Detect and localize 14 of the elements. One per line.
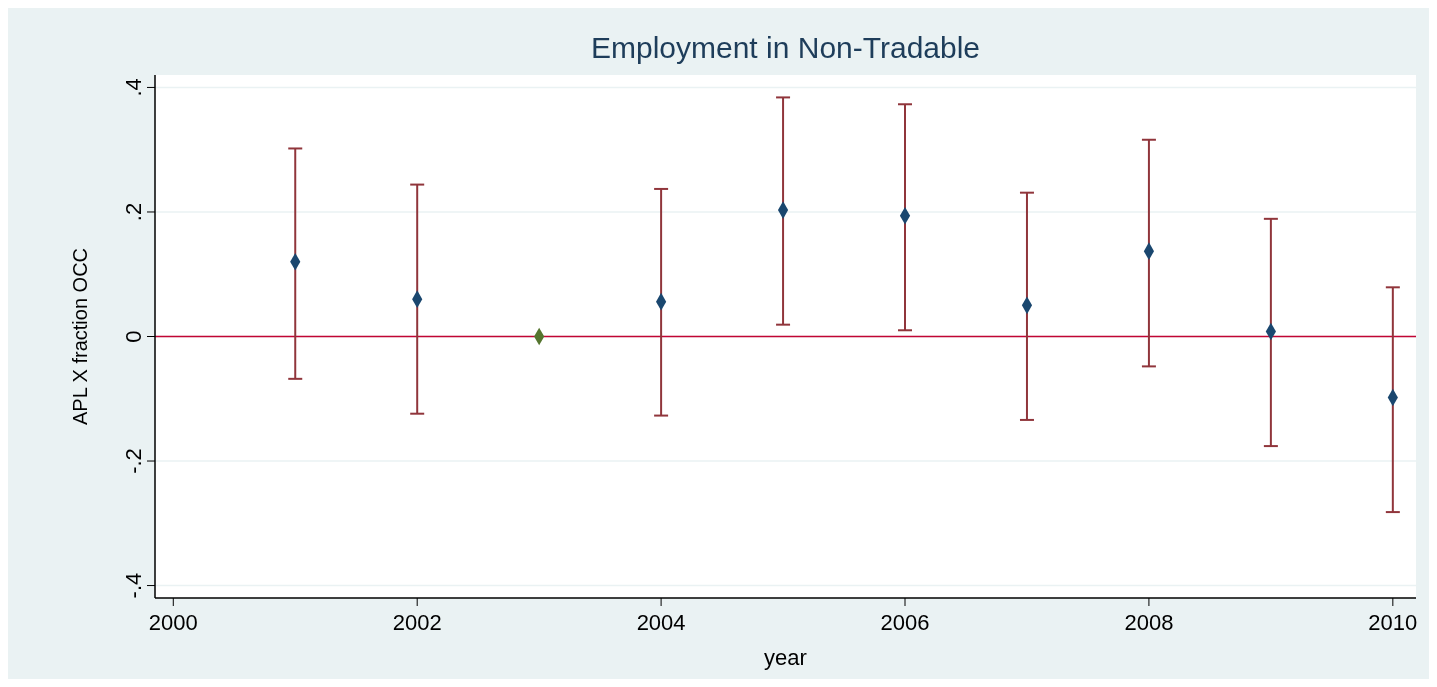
y-axis-title: APL X fraction OCC [69,247,91,426]
x-tick-label: 2000 [148,610,198,635]
x-axis-title: year [764,645,807,670]
y-tick-label: -.2 [121,448,146,474]
y-tick-label: .2 [121,202,146,222]
x-tick-label: 2010 [1368,610,1418,635]
y-tick-label: .4 [121,78,146,97]
x-tick-label: 2006 [880,610,930,635]
x-tick-label: 2008 [1124,610,1174,635]
y-tick-label: -.4 [121,572,146,599]
x-tick-label: 2002 [392,610,442,635]
x-tick-label: 2004 [636,610,686,635]
y-tick-label: 0 [121,330,146,343]
chart-title: Employment in Non-Tradable [590,31,981,64]
